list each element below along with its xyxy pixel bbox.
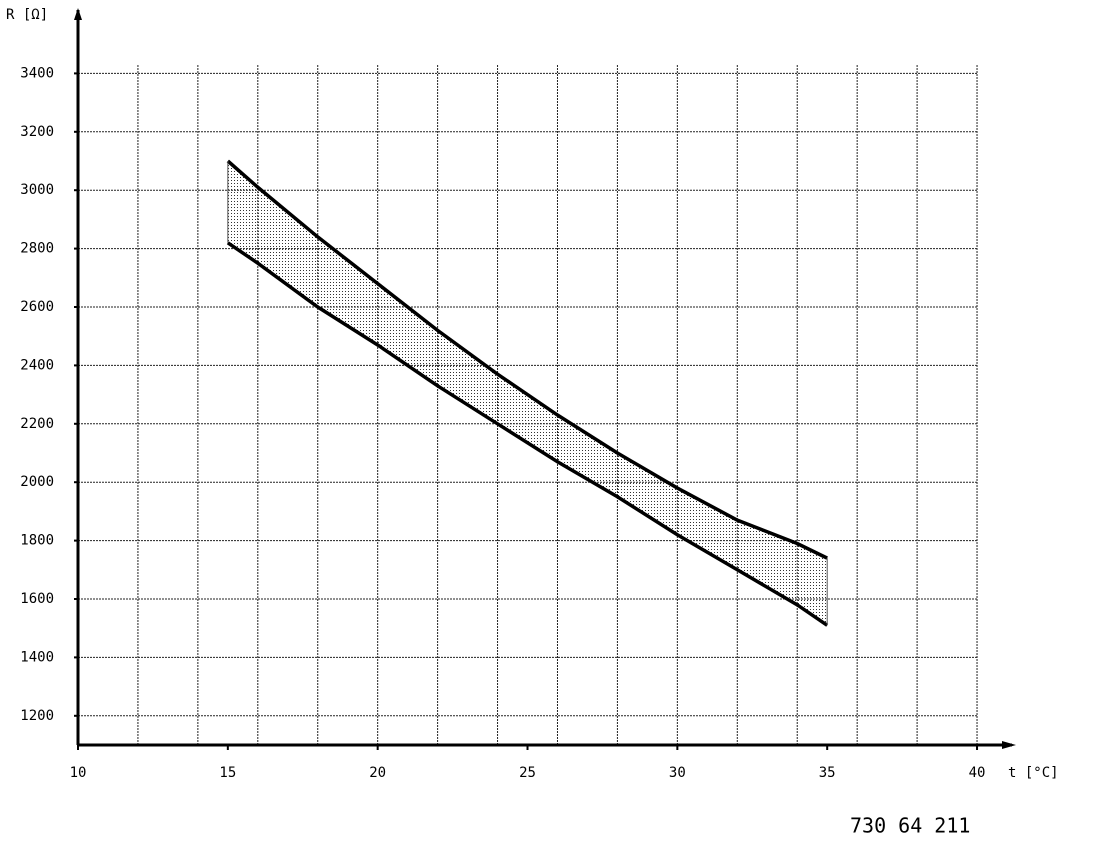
x-tick-label: 35: [819, 765, 836, 781]
y-tick-label: 2200: [20, 416, 54, 432]
y-tick-label: 2800: [20, 241, 54, 257]
y-tick-label: 3400: [20, 65, 54, 81]
y-tick-label: 1600: [20, 591, 54, 607]
y-tick-label: 1200: [20, 708, 54, 724]
footnote: 730 64 211: [850, 814, 970, 838]
y-tick-label: 2600: [20, 299, 54, 315]
x-tick-label: 25: [519, 765, 536, 781]
x-tick-label: 40: [969, 765, 986, 781]
curve: [226, 159, 828, 560]
x-tick-label: 20: [369, 765, 386, 781]
y-tick-label: 2000: [20, 474, 54, 490]
curve: [226, 241, 829, 627]
x-tick-label: 10: [70, 765, 87, 781]
y-axis-arrow: [74, 8, 82, 20]
x-tick-label: 15: [219, 765, 236, 781]
x-axis-label: t [°C]: [1008, 765, 1059, 781]
y-axis-label: R [Ω]: [6, 7, 48, 23]
y-tick-label: 3200: [20, 124, 54, 140]
band-fill: [227, 161, 828, 626]
y-tick-label: 1800: [20, 533, 54, 549]
y-tick-label: 2400: [20, 357, 54, 373]
y-tick-label: 3000: [20, 182, 54, 198]
x-axis-arrow: [1002, 741, 1016, 749]
y-tick-label: 1400: [20, 649, 54, 665]
x-tick-label: 30: [669, 765, 686, 781]
